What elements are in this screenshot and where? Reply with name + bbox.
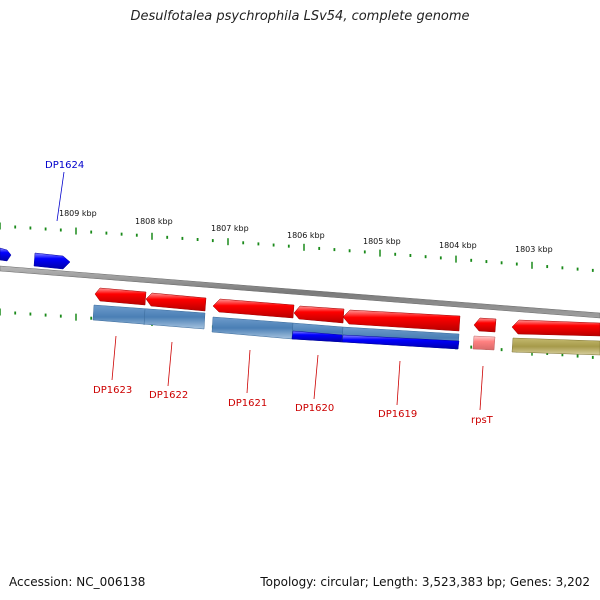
gene-label-dp1621[interactable]: DP1621: [228, 398, 267, 409]
scale-label: 1809 kbp: [59, 209, 97, 218]
gene-arrow-dp1624[interactable]: [33, 252, 71, 270]
scale-label: 1806 kbp: [287, 231, 325, 240]
scale-label: 1808 kbp: [135, 217, 173, 226]
scale-label: 1803 kbp: [515, 245, 553, 254]
gene-arrow-dp1620[interactable]: [293, 305, 345, 324]
feature-block[interactable]: [92, 304, 206, 330]
feature-block-highlight[interactable]: [341, 334, 460, 350]
map-title: Desulfotalea psychrophila LSv54, complet…: [130, 9, 470, 24]
gene-arrow-dp1623[interactable]: [94, 287, 147, 306]
gene-arrow-partial[interactable]: [0, 247, 12, 262]
scale-label: 1805 kbp: [363, 237, 401, 246]
leader-lines: [56, 171, 484, 411]
gene-label-dp1624[interactable]: DP1624: [45, 160, 84, 171]
gene-arrow-next[interactable]: [511, 319, 600, 337]
reverse-strand: [94, 287, 600, 337]
gene-label-rpst[interactable]: rpsT: [471, 415, 494, 426]
scale-labels: 1809 kbp 1808 kbp 1807 kbp 1806 kbp 1805…: [59, 209, 553, 254]
gene-labels: DP1624 DP1623 DP1622 DP1621 DP1620 DP161…: [45, 160, 494, 426]
forward-strand: [0, 247, 71, 270]
gene-arrow-dp1622[interactable]: [145, 292, 207, 312]
accession-label: Accession: NC_006138: [9, 575, 146, 589]
feature-block-rna[interactable]: [472, 335, 496, 351]
scale-label: 1807 kbp: [211, 224, 249, 233]
gene-arrow-dp1619[interactable]: [342, 309, 461, 332]
gene-label-dp1620[interactable]: DP1620: [295, 403, 334, 414]
scale-label: 1804 kbp: [439, 241, 477, 250]
feature-track: [92, 304, 600, 356]
gene-label-dp1622[interactable]: DP1622: [149, 390, 188, 401]
gene-arrow-dp1621[interactable]: [212, 298, 295, 319]
gene-label-dp1623[interactable]: DP1623: [93, 385, 132, 396]
gene-arrow-rpst[interactable]: [473, 317, 497, 333]
feature-block[interactable]: [211, 316, 294, 340]
genome-summary: Topology: circular; Length: 3,523,383 bp…: [260, 575, 590, 589]
genome-backbone: [0, 265, 600, 319]
outer-tick-track: [0, 222, 594, 272]
feature-block-olive[interactable]: [511, 337, 600, 356]
gene-label-dp1619[interactable]: DP1619: [378, 409, 417, 420]
